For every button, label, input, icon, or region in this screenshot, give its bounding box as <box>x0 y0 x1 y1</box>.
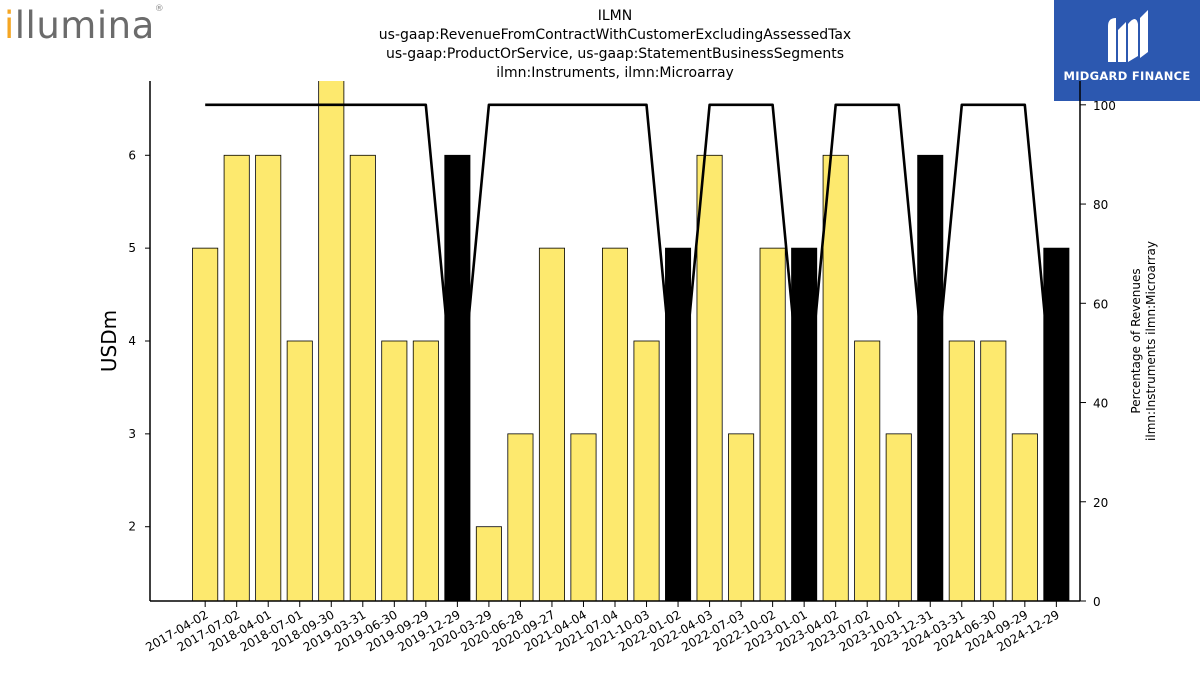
chart-title-line: ILMN <box>598 8 632 24</box>
y2-tick-label: 40 <box>1093 397 1108 411</box>
bar <box>538 247 565 601</box>
illumina-logo: illumina® <box>4 4 164 47</box>
bar <box>917 154 944 601</box>
y2-axis-label-line: ilmn:Instruments ilmn:Microarray <box>1144 241 1158 441</box>
bar <box>854 340 881 601</box>
y2-axis-label-line: Percentage of Revenues <box>1129 268 1143 413</box>
bar <box>507 433 534 601</box>
midgard-brand-text: MIDGARD FINANCE <box>1063 69 1191 83</box>
bar <box>223 154 250 601</box>
bar <box>286 340 313 601</box>
bar <box>980 340 1007 601</box>
chart-title-line: us-gaap:RevenueFromContractWithCustomerE… <box>379 27 851 43</box>
bar <box>728 433 755 601</box>
midgard-mark-icon <box>1108 10 1148 62</box>
bar <box>696 154 723 601</box>
logo-rest: llumina <box>14 4 155 47</box>
bar <box>255 154 282 601</box>
bar <box>192 247 219 601</box>
y2-tick-label: 80 <box>1093 198 1108 212</box>
bar <box>1011 433 1038 601</box>
y-axis-label: USDm <box>97 310 121 372</box>
y-tick-label: 5 <box>128 241 136 255</box>
bar <box>822 154 849 601</box>
registered-mark: ® <box>154 4 165 14</box>
y2-tick-label: 60 <box>1093 297 1108 311</box>
y2-tick-label: 100 <box>1093 99 1116 113</box>
x-axis-ticks: 2017-04-022017-07-022018-04-012018-07-01… <box>143 601 1062 654</box>
logo-letter-i: i <box>4 4 15 47</box>
percentage-line <box>205 103 1058 439</box>
bar <box>349 154 376 601</box>
y-tick-label: 2 <box>128 520 136 534</box>
y-tick-label: 4 <box>128 334 136 348</box>
y2-tick-label: 20 <box>1093 496 1108 510</box>
chart-title-line: ilmn:Instruments, ilmn:Microarray <box>496 65 734 81</box>
y-tick-label: 3 <box>128 427 136 441</box>
bar <box>475 526 502 601</box>
chart-title-line: us-gaap:ProductOrService, us-gaap:Statem… <box>386 46 844 62</box>
bar <box>948 340 975 601</box>
y2-axis-label: Percentage of Revenues ilmn:Instruments i… <box>1129 241 1158 441</box>
y2-tick-label: 0 <box>1093 595 1101 609</box>
bar <box>381 340 408 601</box>
bar <box>601 247 629 601</box>
y-tick-label: 6 <box>128 148 136 162</box>
bar <box>759 247 786 601</box>
bar <box>444 154 471 601</box>
bar <box>318 81 345 601</box>
bar <box>885 433 912 601</box>
right-axis-ticks: 0 20 40 60 80 100 <box>1080 99 1116 609</box>
bar-series <box>192 81 1070 601</box>
chart-title: ILMN us-gaap:RevenueFromContractWithCusto… <box>379 8 851 81</box>
bar <box>570 433 597 601</box>
bar <box>412 340 439 601</box>
bar <box>633 340 660 601</box>
left-axis-ticks: 2 3 4 5 6 <box>128 148 150 534</box>
midgard-finance-logo: MIDGARD FINANCE <box>1054 0 1200 101</box>
